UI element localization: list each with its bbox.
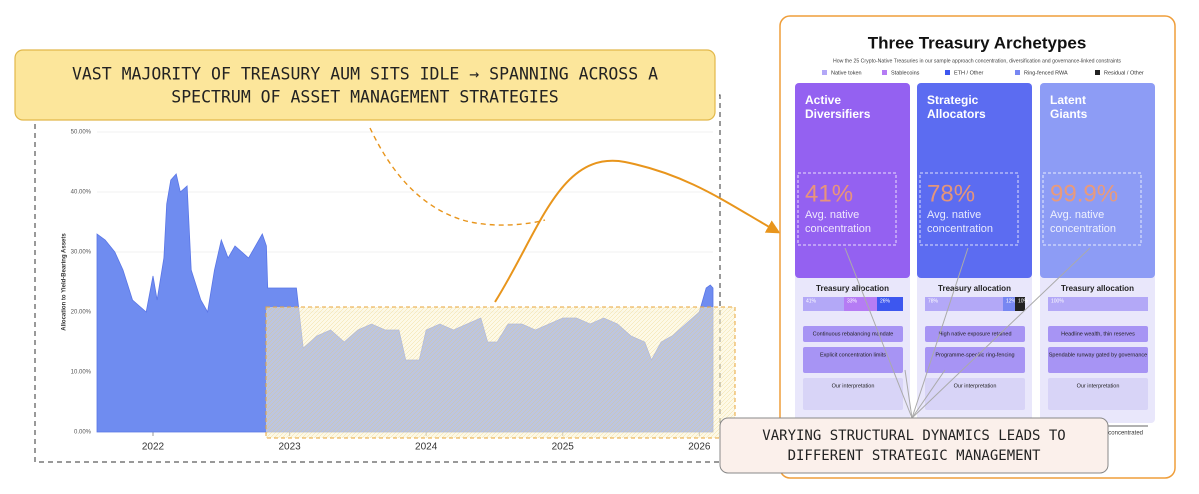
card-item-text: Continuous rebalancing mandate: [813, 331, 894, 337]
x-tick-label: 2026: [688, 442, 711, 453]
x-tick-label: 2023: [278, 442, 301, 453]
legend-swatch: [822, 70, 827, 75]
card-caption: Avg. native: [805, 209, 859, 221]
y-tick-label: 30.00%: [71, 250, 92, 256]
allocation-label: 26%: [880, 298, 891, 304]
allocation-bar: [877, 297, 903, 311]
card-name: Allocators: [927, 107, 986, 121]
callout-bottom-text: DIFFERENT STRATEGIC MANAGEMENT: [788, 448, 1041, 464]
dashed-connector: [369, 127, 546, 226]
allocation-title: Treasury allocation: [938, 284, 1011, 293]
allocation-bar: [1048, 297, 1148, 311]
card-name: Latent: [1050, 93, 1086, 107]
card-stat: 99.9%: [1050, 180, 1118, 207]
card-item: [925, 326, 1025, 342]
y-tick-label: 10.00%: [71, 370, 92, 376]
pointer-line: [904, 369, 913, 419]
card-caption: concentration: [805, 223, 871, 235]
y-tick-label: 50.00%: [71, 130, 92, 136]
callout-top: [14, 49, 716, 121]
panel-subtitle: How the 25 Crypto-Native Treasuries in o…: [833, 58, 1121, 64]
card-item-text: Spendable runway gated by governance: [1049, 352, 1147, 358]
arrow-connector: [494, 159, 781, 303]
legend-label: ETH / Other: [954, 70, 984, 76]
x-tick-label: 2024: [415, 442, 438, 453]
legend-swatch: [882, 70, 887, 75]
card-item-text: High native exposure retained: [938, 331, 1011, 337]
card-caption: concentration: [1050, 223, 1116, 235]
card-stat: 41%: [805, 180, 853, 207]
card-top: [917, 83, 1032, 278]
legend-label: Stablecoins: [891, 70, 920, 76]
panel: Three Treasury Archetypes How the 25 Cryp…: [779, 15, 1176, 479]
allocation-label: 78%: [928, 298, 939, 304]
card-name: Active: [805, 93, 841, 107]
panel-title: Three Treasury Archetypes: [868, 33, 1087, 52]
card-item-text: Explicit concentration limits: [820, 352, 886, 358]
allocation-bar: [803, 297, 844, 311]
card-item: [803, 326, 903, 342]
card-item-text: Programme-specific ring-fencing: [935, 352, 1014, 358]
card-item-text: Our interpretation: [1077, 383, 1120, 389]
highlight-box: [265, 306, 736, 439]
y-tick-label: 20.00%: [71, 310, 92, 316]
allocation-label: 10%: [1018, 298, 1029, 304]
legend-swatch: [1015, 70, 1020, 75]
pointer-line: [911, 369, 946, 419]
panel-axis-label: concentrated: [1108, 431, 1143, 437]
card-caption: Avg. native: [1050, 209, 1104, 221]
card-name: Diversifiers: [805, 107, 871, 121]
card-item: [925, 347, 1025, 373]
callout-top-text: SPECTRUM OF ASSET MANAGEMENT STRATEGIES: [171, 88, 558, 107]
chart: 0.00% 10.00% 20.00% 30.00% 40.00% 50.00% Alloc…: [62, 95, 781, 453]
y-axis-title: Allocation to Yield-Bearing Assets: [62, 233, 68, 331]
y-tick-label: 0.00%: [74, 430, 92, 436]
allocation-title: Treasury allocation: [816, 284, 889, 293]
allocation-label: 41%: [806, 298, 817, 304]
card-item: [803, 347, 903, 373]
allocation-label: 100%: [1051, 298, 1064, 304]
pointer-line: [911, 247, 969, 419]
card-item-text: Headline wealth, thin reserves: [1061, 331, 1135, 337]
card-item: [1048, 378, 1148, 410]
legend-swatch: [945, 70, 950, 75]
x-tick-label: 2025: [552, 442, 575, 453]
legend-label: Ring-fenced RWA: [1024, 70, 1068, 76]
callouts: VAST MAJORITY OF TREASURY AUM SITS IDLE …: [14, 49, 1109, 474]
allocation-label: 33%: [847, 298, 858, 304]
legend-label: Residual / Other: [1104, 70, 1144, 76]
callout-bottom: [719, 417, 1109, 474]
pointer-line: [844, 247, 913, 419]
card-item: [1048, 326, 1148, 342]
card-name: Giants: [1050, 107, 1088, 121]
card-item: [803, 378, 903, 410]
pointer-line: [911, 247, 1091, 419]
card-item-text: Our interpretation: [832, 383, 875, 389]
legend-label: Native token: [831, 70, 862, 76]
callout-bottom-text: VARYING STRUCTURAL DYNAMICS LEADS TO: [762, 428, 1065, 444]
allocation-title: Treasury allocation: [1061, 284, 1134, 293]
legend-swatch: [1095, 70, 1100, 75]
y-tick-label: 40.00%: [71, 190, 92, 196]
card-top: [1040, 83, 1155, 278]
card-item: [1048, 347, 1148, 373]
card-top: [795, 83, 910, 278]
card-item: [925, 378, 1025, 410]
allocation-label: 12%: [1006, 298, 1017, 304]
allocation-bar: [1015, 297, 1025, 311]
allocation-bar: [925, 297, 1003, 311]
callout-top-text: VAST MAJORITY OF TREASURY AUM SITS IDLE …: [72, 65, 658, 84]
card-name: Strategic: [927, 93, 979, 107]
x-tick-label: 2022: [142, 442, 165, 453]
allocation-bar: [1003, 297, 1015, 311]
card-caption: Avg. native: [927, 209, 981, 221]
card-stat: 78%: [927, 180, 975, 207]
card-caption: concentration: [927, 223, 993, 235]
card-item-text: Our interpretation: [954, 383, 997, 389]
